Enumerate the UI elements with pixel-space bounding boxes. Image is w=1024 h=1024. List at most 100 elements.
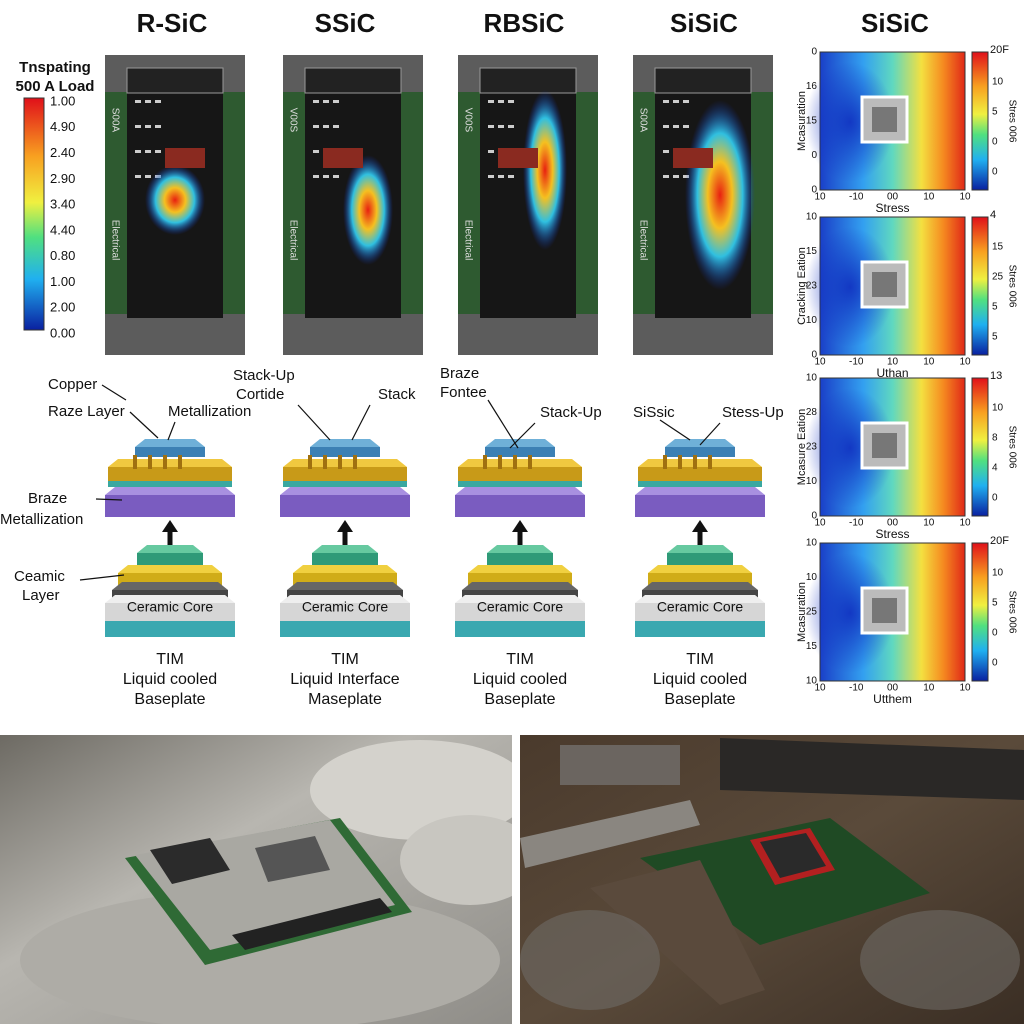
core-label: Ceramic Core (127, 599, 214, 615)
die (165, 148, 205, 168)
component (663, 125, 669, 128)
legend-title: 500 A Load (16, 78, 95, 95)
y-tick-label: 10 (806, 373, 818, 384)
colorbar-tick: 0 (992, 658, 998, 669)
braze-layer (108, 467, 232, 481)
substrate-top (635, 487, 765, 495)
core-label: Ceramic Core (302, 599, 389, 615)
component (673, 175, 679, 178)
x-tick-label: -10 (849, 518, 864, 529)
y-tick-label: 23 (806, 442, 818, 453)
dark-layer (287, 590, 403, 598)
x-axis-label: Utthem (873, 692, 912, 706)
component (663, 150, 669, 153)
heatmap-colorbar (971, 216, 989, 356)
y-tick-label: 0 (811, 185, 817, 196)
x-tick-label: 10 (959, 683, 971, 694)
y-tick-label: 10 (806, 538, 818, 549)
annotation: Metallization (168, 403, 251, 420)
component (155, 100, 161, 103)
ceramic-core-top (635, 595, 765, 603)
dark-layer (462, 590, 578, 598)
colorbar-tick: 15 (992, 242, 1004, 253)
pin (693, 455, 697, 469)
legend-label: 2.00 (50, 300, 75, 315)
component (683, 100, 689, 103)
y-tick-label: 23 (806, 281, 818, 292)
component (673, 125, 679, 128)
column-title: RBSiC (484, 8, 565, 38)
component (145, 100, 151, 103)
copper-block-top (485, 439, 555, 447)
component (323, 175, 329, 178)
layer-stack: Ceramic Core TIM Liquid cooled Baseplate Cop… (0, 376, 251, 708)
component (488, 125, 494, 128)
component (313, 175, 319, 178)
thermal-board: S00A Electrical (633, 55, 773, 355)
dark-layer-top (287, 582, 403, 590)
chip-outline (860, 421, 909, 470)
arrow-head (512, 520, 528, 532)
board-side-label: S00A (109, 108, 120, 133)
teal-base (455, 621, 585, 637)
hotspot (523, 90, 567, 250)
x-tick-label: 10 (814, 192, 826, 203)
y-tick-label: 10 (806, 315, 818, 326)
y-tick-label: 10 (806, 212, 818, 223)
colorbar-tick: 10 (992, 403, 1004, 414)
component (135, 150, 141, 153)
leader-line (509, 422, 536, 449)
colorbar-tick: 0 (992, 167, 998, 178)
green-block-top (137, 545, 203, 553)
caption: Liquid cooled (473, 671, 567, 688)
y-tick-label: 10 (806, 572, 818, 583)
x-tick-label: -10 (849, 683, 864, 694)
annotation: Raze Layer (48, 403, 125, 420)
layer-stack: Ceramic Core TIM Liquid cooled Baseplate Bra… (440, 365, 602, 708)
component (488, 175, 494, 178)
component (135, 100, 141, 103)
y-tick-label: 0 (811, 511, 817, 522)
component (145, 150, 151, 153)
annotation: Stack-Up (233, 367, 295, 384)
metallization (108, 481, 232, 487)
green-block (137, 553, 203, 567)
x-tick-label: 10 (923, 357, 935, 368)
annotation: Stack-Up (540, 404, 602, 421)
colorbar-tick: 0 (992, 137, 998, 148)
chip (150, 838, 230, 884)
yellow-layer-top (293, 565, 397, 573)
board-side-label: Electrical (637, 220, 648, 261)
pin (483, 455, 487, 469)
pin (338, 455, 342, 469)
colorbar-tick: 0 (992, 493, 998, 504)
teal-base (105, 621, 235, 637)
leader-line (351, 404, 371, 441)
colorbar-title: 4 (990, 209, 996, 221)
board-side-label: S00A (637, 108, 648, 133)
leader-line (659, 419, 691, 441)
heatmap-colorbar (971, 51, 989, 191)
y-tick-label: 16 (806, 81, 818, 92)
layer-stack: Ceramic Core TIM Liquid Interface Maseplate… (233, 367, 416, 708)
legend-label: 2.40 (50, 145, 75, 160)
colorbar-tick: 5 (992, 332, 998, 343)
pin (308, 455, 312, 469)
braze-layer-top (283, 459, 407, 467)
dark-layer-top (642, 582, 758, 590)
legend-label: 4.40 (50, 222, 75, 237)
board-notch (654, 67, 752, 94)
cool-zone (805, 388, 895, 508)
green-block (312, 553, 378, 567)
divider (512, 735, 520, 1024)
colorbar-tick: 8 (992, 433, 998, 444)
legend-label: 1.00 (50, 93, 75, 108)
legend-label: 0.80 (50, 248, 75, 263)
y-tick-label: 15 (806, 116, 818, 127)
green-block-top (312, 545, 378, 553)
colorbar-tick: 4 (992, 463, 998, 474)
leader-line (79, 574, 125, 581)
ceramic-core (455, 603, 585, 621)
metal-beam (720, 738, 1024, 800)
